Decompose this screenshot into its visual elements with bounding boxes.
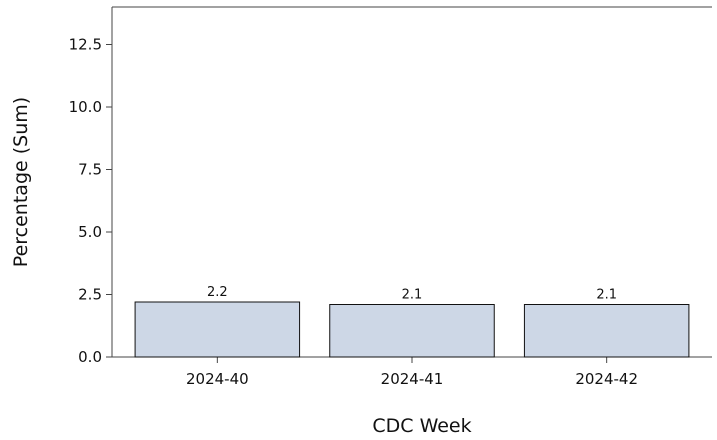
x-tick-label: 2024-41 [381, 370, 444, 388]
y-tick-label: 0.0 [78, 348, 102, 366]
x-tick-label: 2024-40 [186, 370, 249, 388]
bar-2024-41 [329, 304, 495, 358]
bar-2024-40 [134, 301, 301, 358]
y-tick-label: 7.5 [78, 161, 102, 179]
y-tick-label: 10.0 [69, 98, 102, 116]
x-axis-ticks: 2024-40 2024-41 2024-42 [186, 357, 638, 388]
x-tick-label: 2024-42 [575, 370, 638, 388]
data-label-2024-41: 2.1 [402, 288, 423, 303]
y-tick-label: 12.5 [69, 36, 102, 54]
y-axis-title: Percentage (Sum) [10, 97, 32, 267]
bars [134, 301, 690, 358]
y-axis-ticks: 0.0 2.5 5.0 7.5 10.0 12.5 [69, 36, 112, 366]
data-label-2024-42: 2.1 [596, 288, 617, 303]
y-tick-label: 5.0 [78, 223, 102, 241]
x-axis-title: CDC Week [372, 415, 471, 437]
data-labels: 2.2 2.1 2.1 [207, 285, 617, 303]
data-label-2024-40: 2.2 [207, 285, 228, 300]
y-tick-label: 2.5 [78, 286, 102, 304]
bar-2024-42 [523, 304, 690, 358]
